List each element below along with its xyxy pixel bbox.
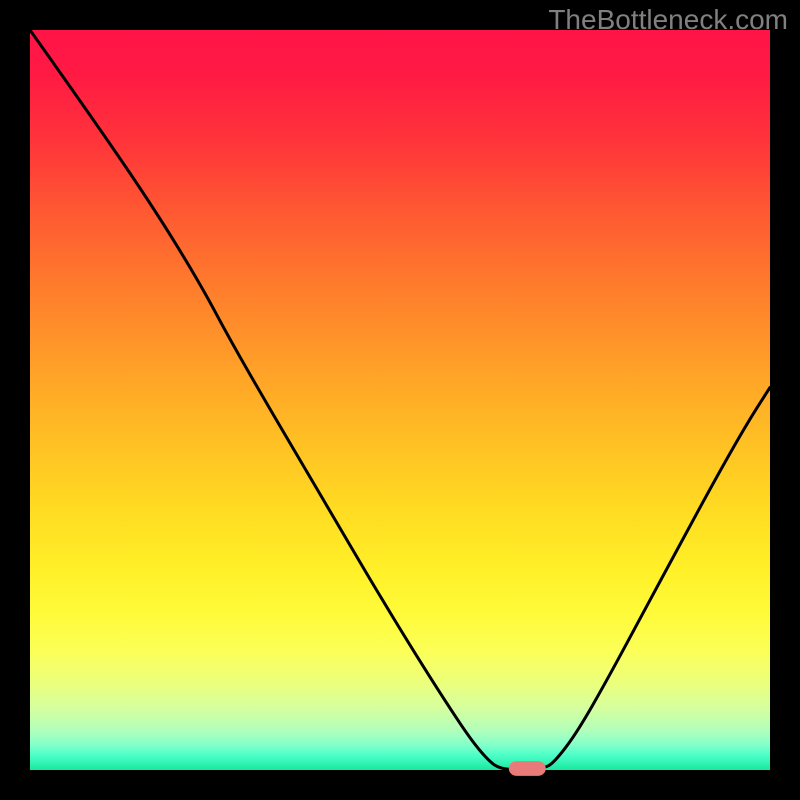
bottleneck-chart xyxy=(0,0,800,800)
optimal-marker xyxy=(509,761,546,776)
watermark-label: TheBottleneck.com xyxy=(548,4,788,36)
gradient-background xyxy=(30,30,770,770)
